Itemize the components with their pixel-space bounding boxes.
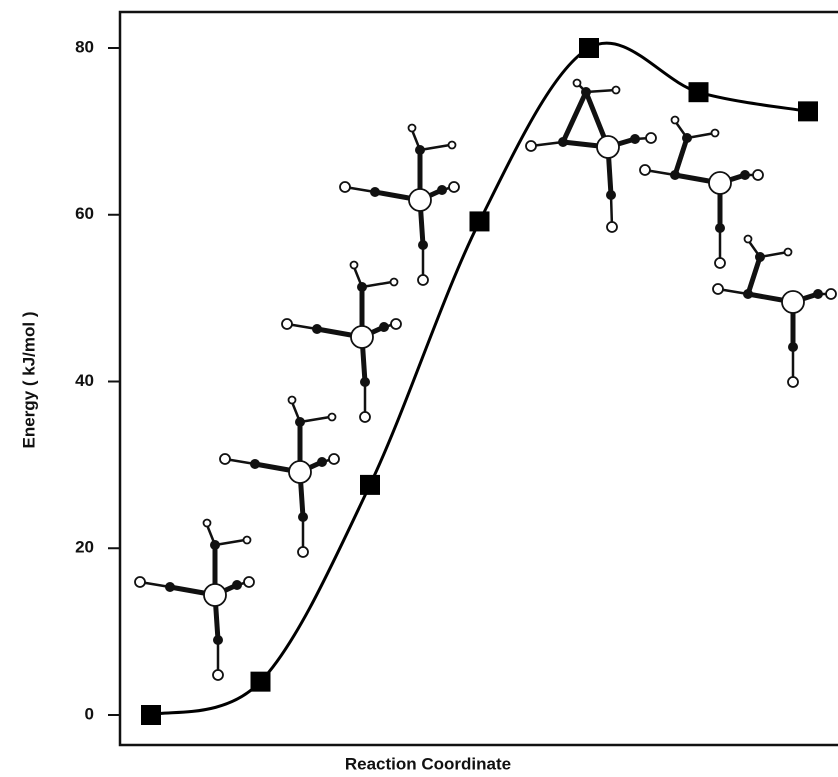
point	[798, 101, 818, 121]
y-tick-label: 20	[75, 538, 94, 557]
point	[141, 705, 161, 725]
point	[579, 38, 599, 58]
point	[360, 475, 380, 495]
plot-frame	[120, 12, 838, 745]
x-axis-label: Reaction Coordinate	[345, 754, 511, 773]
y-tick-label: 0	[85, 704, 94, 723]
y-tick-label: 60	[75, 204, 94, 223]
y-tick-label: 40	[75, 371, 94, 390]
chart: Reaction Coordinate Energy ( kJ/mol ) 0 2…	[0, 0, 838, 777]
point	[689, 82, 709, 102]
y-tick-label: 80	[75, 37, 94, 56]
y-axis-label: Energy ( kJ/mol )	[19, 312, 38, 449]
molecule-structures	[135, 80, 836, 681]
point	[251, 672, 271, 692]
point	[470, 211, 490, 231]
curve	[151, 43, 808, 715]
